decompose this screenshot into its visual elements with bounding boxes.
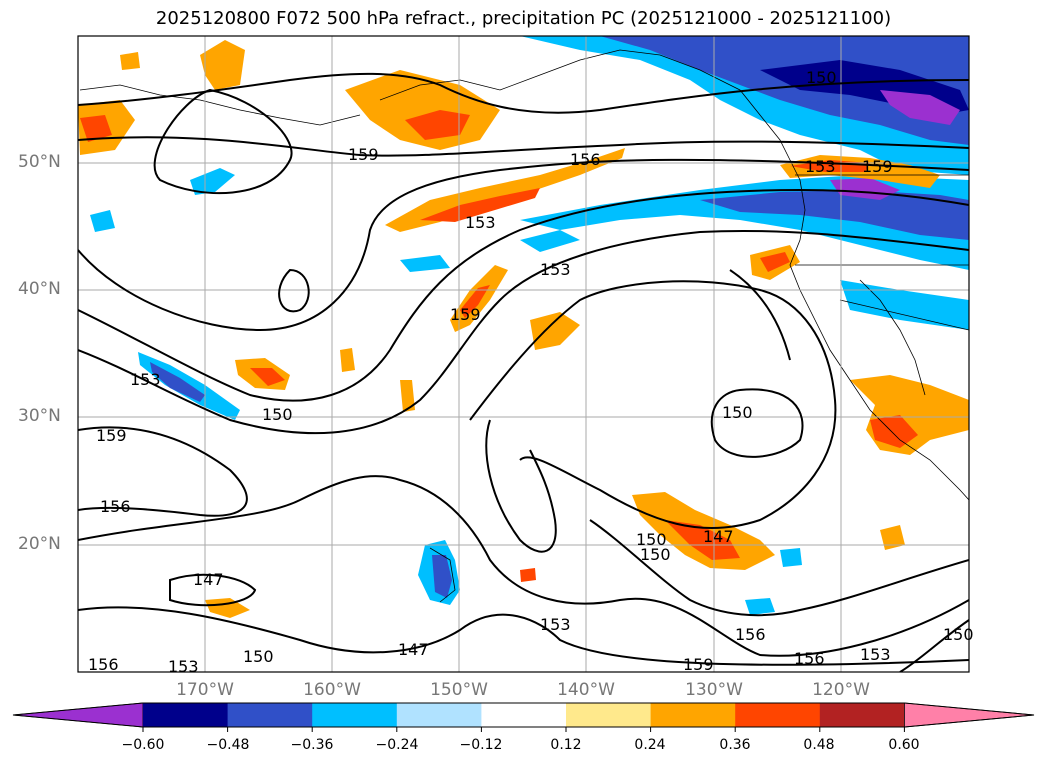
colorbar-swatch (312, 703, 398, 727)
pos-patch-small2 (340, 348, 355, 372)
pos-patch-small3 (120, 52, 140, 70)
colorbar-tick-label: −0.12 (459, 737, 503, 753)
contour-labels: 159 156 153 159 153 150 153 159 156 150 … (88, 68, 974, 676)
neg-patch-sw (90, 210, 115, 232)
contour-label: 150 (640, 545, 671, 564)
contour-label: 153 (168, 657, 199, 676)
neg-patch-c3 (745, 598, 775, 615)
pos-patch-small5 (520, 568, 536, 582)
colorbar-swatch (566, 703, 652, 727)
pos-patch-small1 (400, 380, 415, 412)
pos-patch-mid1-core (250, 368, 285, 386)
contour-label: 150 (262, 405, 293, 424)
contour-label: 153 (465, 213, 496, 232)
lon-label: 150°W (430, 680, 488, 700)
colorbar-tick-label: −0.48 (206, 737, 250, 753)
refractivity-contours (78, 72, 969, 672)
neg-streak-west-core (150, 362, 205, 402)
lat-label: 40°N (18, 279, 61, 299)
neg-patch-c2 (520, 230, 580, 252)
colorbar-extend-low (12, 702, 144, 728)
colorbar-tick-label: −0.36 (290, 737, 334, 753)
pos-patch-diag-core (460, 285, 490, 318)
lat-label: 30°N (18, 406, 61, 426)
contour-label: 153 (540, 615, 571, 634)
neg-patch-c1 (400, 255, 450, 272)
neg-band-pnw-blue (700, 190, 969, 240)
contour-label: 147 (398, 640, 429, 659)
map-title: 2025120800 F072 500 hPa refract., precip… (155, 8, 892, 29)
contour-label: 153 (540, 260, 571, 279)
lat-label: 20°N (18, 534, 61, 554)
colorbar-swatch (481, 703, 567, 727)
colorbar-extend-high (904, 702, 1035, 728)
pos-patch-n1 (200, 40, 245, 90)
colorbar-tick-label: 0.60 (888, 737, 920, 753)
contour-label: 156 (794, 649, 825, 668)
contour-label: 150 (722, 403, 753, 422)
contour-label: 159 (450, 305, 481, 324)
colorbar-swatch (227, 703, 313, 727)
neg-region-north-blue (600, 36, 969, 145)
pos-patch-sw1 (205, 598, 250, 618)
neg-patch-mid (190, 168, 235, 195)
neg-region-north-purple (880, 90, 960, 125)
colorbar-swatch (650, 703, 736, 727)
neg-patch-hawaii-core (432, 555, 452, 598)
colorbar (12, 702, 1035, 732)
lon-label: 160°W (303, 680, 361, 700)
contour-label: 159 (348, 145, 379, 164)
lon-label: 140°W (557, 680, 615, 700)
colorbar-tick-label: 0.12 (550, 737, 582, 753)
pos-patch-nw-core (80, 115, 112, 142)
contour-label: 147 (193, 570, 224, 589)
contour-label: 159 (96, 426, 127, 445)
colorbar-swatch (396, 703, 482, 727)
colorbar-tick-label: 0.36 (719, 737, 751, 753)
map-frame (77, 35, 970, 673)
lat-label: 50°N (18, 152, 61, 172)
contour-label: 159 (862, 157, 893, 176)
contour-label: 153 (130, 370, 161, 389)
contour-label: 156 (88, 655, 119, 674)
colorbar-tick-label: −0.60 (121, 737, 165, 753)
colorbar-tick-label: 0.24 (634, 737, 666, 753)
colorbar-swatch (819, 703, 905, 727)
lon-label: 130°W (685, 680, 743, 700)
contour-label: 156 (735, 625, 766, 644)
contour-label: 150 (636, 530, 667, 549)
lon-label: 170°W (176, 680, 234, 700)
contour-label: 147 (703, 527, 734, 546)
pos-band-aleutian-core (405, 110, 470, 140)
neg-patch-c4 (780, 548, 802, 567)
colorbar-swatch (735, 703, 821, 727)
pos-patch-cent (530, 312, 580, 350)
contour-label: 150 (243, 647, 274, 666)
pos-patch-small4 (880, 525, 905, 550)
pos-patch-subtropical-core (665, 520, 740, 560)
contour-label: 150 (943, 625, 974, 644)
contour-label: 150 (806, 68, 837, 87)
contour-label: 156 (570, 150, 601, 169)
pos-patch-pnw-core (760, 252, 790, 272)
colorbar-tick-label: 0.48 (803, 737, 835, 753)
lon-label: 120°W (812, 680, 870, 700)
contour-label: 156 (100, 497, 131, 516)
contour-label: 159 (683, 655, 714, 674)
colorbar-swatch (143, 703, 229, 727)
contour-label: 153 (805, 157, 836, 176)
pos-patch-ca-coast-core (870, 415, 918, 448)
pos-band-jet-core (420, 188, 540, 222)
contour-label: 153 (860, 645, 891, 664)
coastlines (79, 49, 969, 603)
colorbar-tick-label: −0.24 (375, 737, 419, 753)
